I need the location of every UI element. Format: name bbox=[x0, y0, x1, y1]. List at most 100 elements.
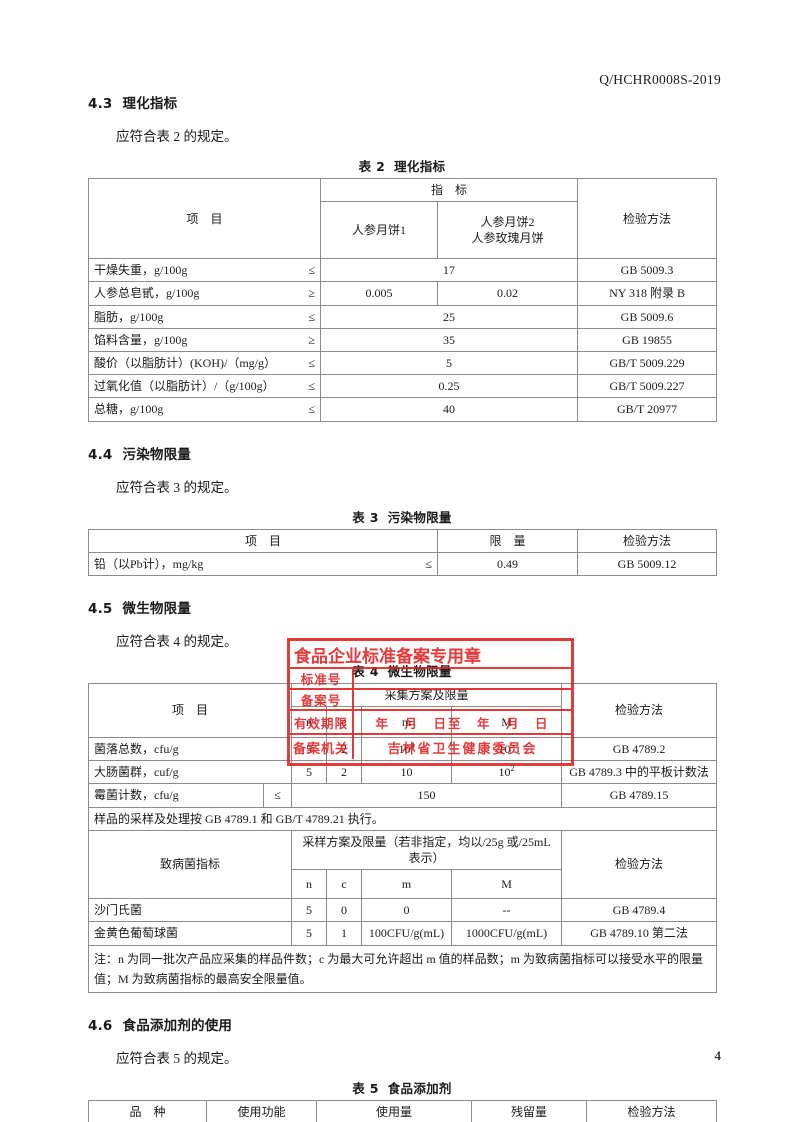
table4-pathogen-header-method: 检验方法 bbox=[561, 829, 718, 900]
table4-pathogen-header-M: M bbox=[451, 869, 563, 900]
table4-header-method: 检验方法 bbox=[561, 682, 718, 739]
table3-header-item: 项 目 bbox=[88, 528, 438, 553]
table2-cell-item: 脂肪，g/100g ≤ bbox=[88, 304, 321, 329]
table2-item-operator: ≥ bbox=[308, 286, 315, 301]
table2-cell-item: 馅料含量，g/100g ≥ bbox=[88, 327, 321, 352]
table2-caption-text: 理化指标 bbox=[394, 159, 446, 174]
table3-cell-limit: 0.49 bbox=[437, 551, 578, 576]
table2-item-operator: ≤ bbox=[308, 402, 315, 417]
table4-header-plan: 采集方案及限量 bbox=[291, 682, 563, 708]
page-number: 4 bbox=[714, 1048, 722, 1063]
table2-item-label: 过氧化值（以脂肪计）/（g/100g） bbox=[94, 379, 275, 394]
table-row: 样品的采样及处理按 GB 4789.1 和 GB/T 4789.21 执行。 bbox=[87, 806, 718, 831]
table4-cell-c: 2 bbox=[326, 737, 363, 762]
table2-item-label: 脂肪，g/100g bbox=[94, 309, 164, 324]
table4-header-n: n bbox=[291, 706, 328, 739]
table4-pathogen-cell-m: 100CFU/g(mL) bbox=[361, 921, 453, 946]
table2-subheader-sub1: 人参月饼1 bbox=[320, 201, 438, 260]
table-row: 大肠菌群，cuf/g 5 2 10 102 GB 4789.3 中的平板计数法 bbox=[87, 760, 718, 785]
table2-cell-item: 酸价（以脂肪计）(KOH)/（mg/g） ≤ bbox=[88, 350, 321, 376]
table4-header-c: c bbox=[326, 706, 363, 739]
table4-cell-M: 102 bbox=[451, 760, 563, 785]
table-row: 金黄色葡萄球菌 5 1 100CFU/g(mL) 1000CFU/g(mL) G… bbox=[87, 921, 718, 946]
section-title-4-4: 污染物限量 bbox=[122, 446, 192, 463]
table5-header-kind: 品 种 bbox=[88, 1100, 207, 1122]
table-microbial-limits: 项 目 采集方案及限量 检验方法 n c m M 菌落总数，cfu/g 5 2 … bbox=[87, 682, 718, 994]
section-title-4-6: 食品添加剂的使用 bbox=[122, 1018, 233, 1035]
table4-pathogen-cell-M: 1000CFU/g(mL) bbox=[451, 921, 563, 946]
table2-item-operator: ≤ bbox=[308, 355, 315, 370]
table4-cell-method: GB 4789.3 中的平板计数法 bbox=[561, 760, 718, 785]
table2-item-operator: ≤ bbox=[308, 263, 315, 278]
table4-cell-method: GB 4789.15 bbox=[561, 783, 718, 808]
table4-pathogen-cell-item: 金黄色葡萄球菌 bbox=[87, 921, 293, 946]
table5-header-residue: 残留量 bbox=[471, 1100, 587, 1122]
section-heading-4-5: 4.5 微生物限量 bbox=[88, 597, 716, 617]
table4-cell-M: 105 bbox=[451, 737, 563, 762]
document-standard-code: Q/HCHR0008S-2019 bbox=[599, 72, 721, 87]
table4-pathogen-header-plan: 采样方案及限量（若非指定，均以/25g 或/25mL 表示） bbox=[291, 829, 563, 871]
table3-item-operator: ≤ bbox=[425, 556, 432, 571]
table-row: 项 目 指 标 检验方法 bbox=[88, 177, 718, 260]
table5-header-method: 检验方法 bbox=[586, 1100, 717, 1122]
table2-cell-value: 40 bbox=[319, 397, 579, 422]
table4-cell-n: 5 bbox=[291, 737, 328, 762]
table-contaminant-limits: 项 目 限 量 检验方法 铅（以Pb计），mg/kg ≤ 0.49 GB 5009… bbox=[88, 528, 717, 576]
section-number-4-4: 4.4 bbox=[88, 446, 113, 463]
table4-header-item: 项 目 bbox=[87, 682, 293, 739]
table2-cell-value-1: 0.005 bbox=[320, 281, 438, 306]
table2-item-label: 酸价（以脂肪计）(KOH)/（mg/g） bbox=[94, 355, 276, 370]
table3-caption: 表 3 污染物限量 bbox=[88, 507, 716, 526]
table-row: 霉菌计数，cfu/g ≤ 150 GB 4789.15 bbox=[88, 783, 718, 808]
table3-item-label: 铅（以Pb计），mg/kg bbox=[94, 556, 204, 571]
table-physicochemical-indicators: 项 目 指 标 检验方法 人参月饼1 人参月饼2 人参玫瑰月饼 干燥失重，g/1… bbox=[88, 177, 718, 422]
table5-caption: 表 5 食品添加剂 bbox=[88, 1078, 716, 1097]
table2-item-operator: ≤ bbox=[308, 309, 315, 324]
section-heading-4-6: 4.6 食品添加剂的使用 bbox=[88, 1014, 716, 1034]
table4-pathogen-cell-method: GB 4789.4 bbox=[561, 898, 718, 923]
table3-header-method: 检验方法 bbox=[577, 528, 717, 553]
table2-caption: 表 2 理化指标 bbox=[88, 156, 716, 175]
table4-caption-number: 表 4 bbox=[352, 663, 379, 679]
table4-pathogen-cell-n: 5 bbox=[291, 921, 328, 946]
table4-pathogen-header-item: 致病菌指标 bbox=[87, 829, 293, 900]
table4-cell-merged-value: 150 bbox=[291, 783, 563, 808]
table2-subheader-sub2-line2: 人参玫瑰月饼 bbox=[471, 231, 544, 246]
section-number-4-6: 4.6 bbox=[88, 1018, 113, 1035]
table3-caption-text: 污染物限量 bbox=[387, 509, 452, 525]
table4-pathogen-cell-method: GB 4789.10 第二法 bbox=[561, 921, 718, 946]
table2-cell-item: 过氧化值（以脂肪计）/（g/100g） ≤ bbox=[88, 374, 321, 399]
table2-cell-value: 17 bbox=[319, 258, 579, 283]
table2-cell-item: 人参总皂甙，g/100g ≥ bbox=[88, 281, 321, 306]
table3-caption-number: 表 3 bbox=[352, 509, 379, 525]
table-food-additives: 品 种 使用功能 使用量 残留量 检验方法 碳酸氢铵 膨松剂 按生产需求适量添加… bbox=[88, 1100, 717, 1122]
table4-cell-m: 104 bbox=[361, 737, 453, 762]
table4-cell-n: 5 bbox=[291, 760, 328, 785]
table4-sample-note: 样品的采样及处理按 GB 4789.1 和 GB/T 4789.21 执行。 bbox=[87, 806, 718, 831]
table-row: 人参总皂甙，g/100g ≥ 0.005 0.02 NY 318 附录 B bbox=[88, 281, 718, 306]
table-row: 干燥失重，g/100g ≤ 17 GB 5009.3 bbox=[88, 258, 718, 283]
table-row: 品 种 使用功能 使用量 残留量 检验方法 bbox=[88, 1100, 717, 1122]
table2-cell-value: 0.25 bbox=[319, 374, 579, 399]
table-row: 铅（以Pb计），mg/kg ≤ 0.49 GB 5009.12 bbox=[88, 551, 717, 576]
table-row: 项 目 采集方案及限量 检验方法 bbox=[87, 682, 718, 739]
table2-cell-method: GB/T 5009.229 bbox=[577, 350, 718, 376]
table2-item-label: 馅料含量，g/100g bbox=[94, 332, 188, 347]
table4-pathogen-cell-M: -- bbox=[451, 898, 563, 923]
table2-subheader-sub2-line1: 人参月饼2 bbox=[480, 215, 535, 229]
table4-pathogen-cell-item: 沙门氏菌 bbox=[87, 898, 293, 923]
section-body-4-5: 应符合表 4 的规定。 bbox=[116, 633, 238, 649]
table-row: 酸价（以脂肪计）(KOH)/（mg/g） ≤ 5 GB/T 5009.229 bbox=[88, 350, 718, 376]
section-body-4-4: 应符合表 3 的规定。 bbox=[116, 479, 238, 495]
table-row: 馅料含量，g/100g ≥ 35 GB 19855 bbox=[88, 327, 718, 352]
table2-caption-number: 表 2 bbox=[358, 159, 386, 174]
table4-header-m: m bbox=[361, 706, 453, 739]
table3-header-limit: 限 量 bbox=[437, 528, 578, 553]
table2-cell-item: 干燥失重，g/100g ≤ bbox=[88, 258, 321, 283]
table4-cell-item: 大肠菌群，cuf/g bbox=[87, 760, 293, 785]
table4-cell-method: GB 4789.2 bbox=[561, 737, 718, 762]
table-row: 人参月饼1 人参月饼2 人参玫瑰月饼 bbox=[89, 201, 717, 260]
table-row: 菌落总数，cfu/g 5 2 104 105 GB 4789.2 bbox=[87, 737, 718, 762]
table-row: 总糖，g/100g ≤ 40 GB/T 20977 bbox=[88, 397, 718, 422]
